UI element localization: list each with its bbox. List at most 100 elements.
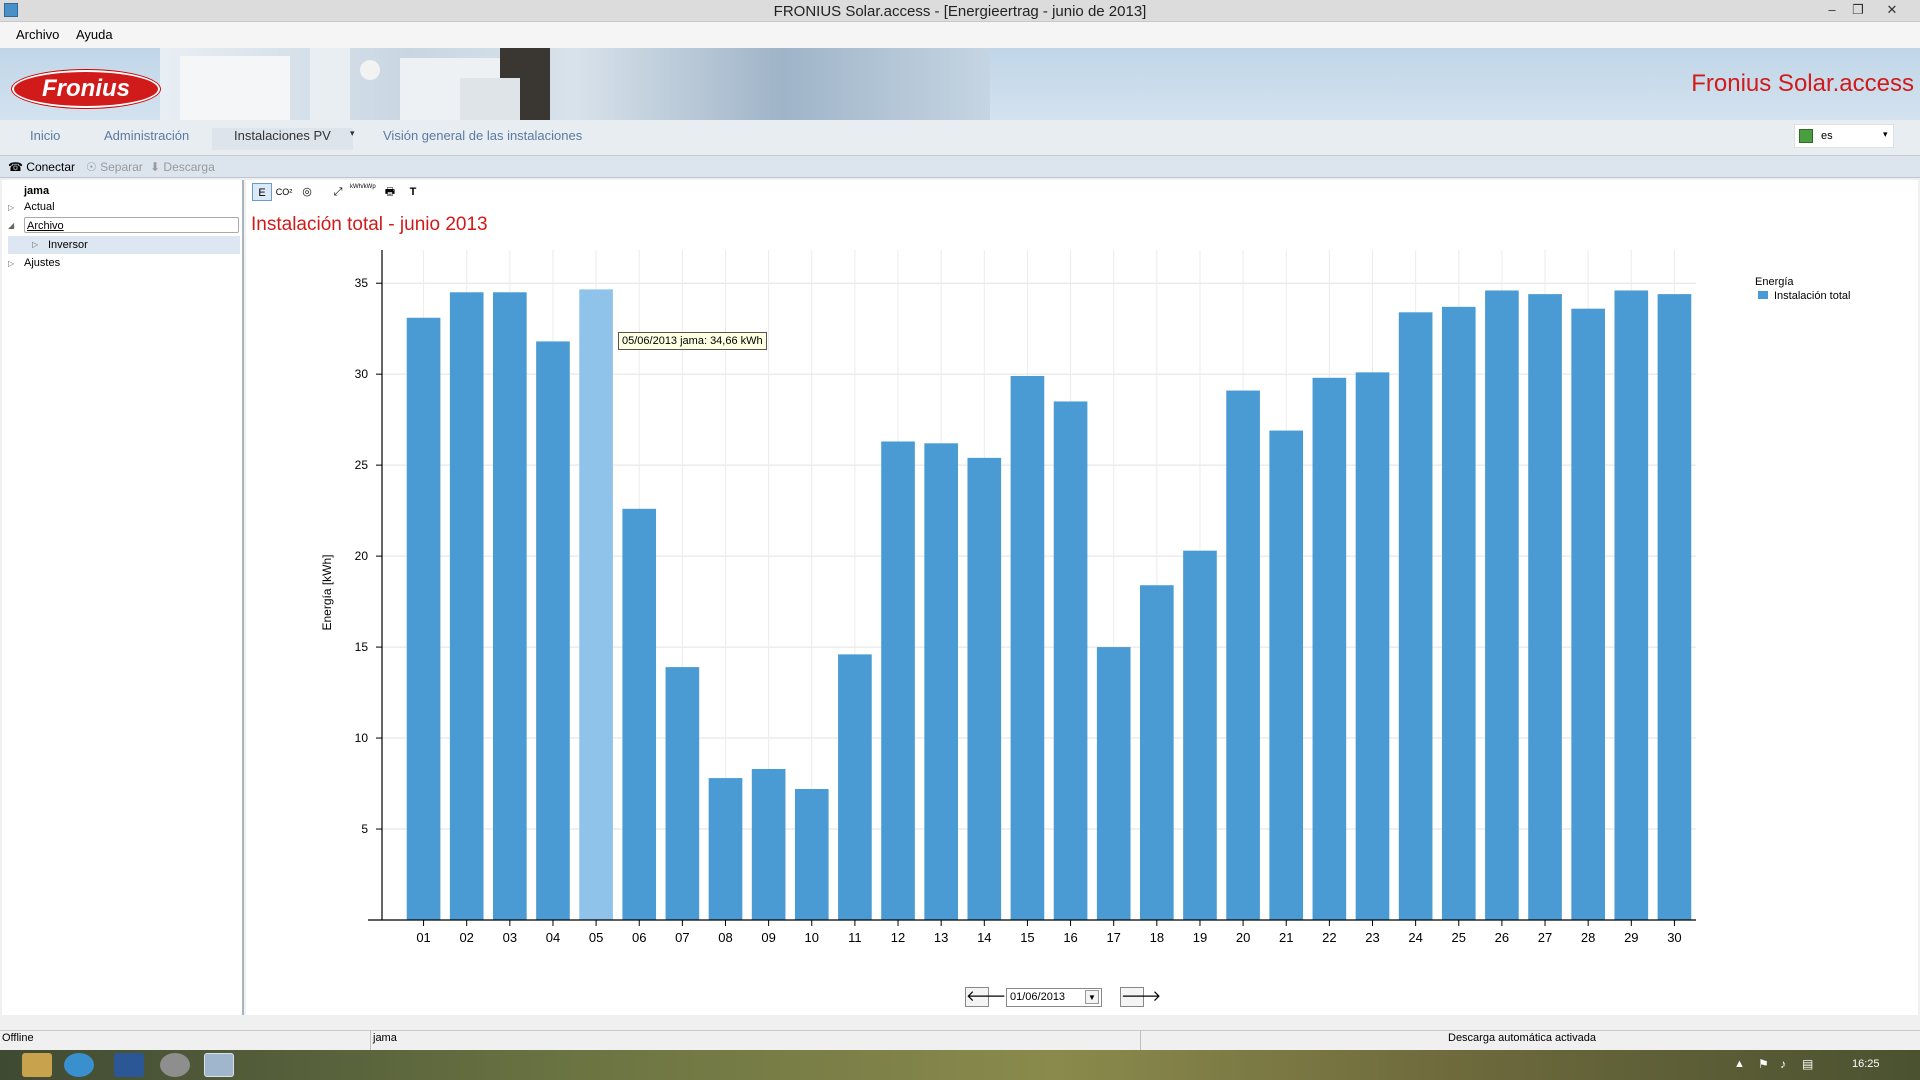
x-tick-labels: 01 02 03 04 05 06 07 08 09 10 11 12 13 14 15 16 17 18 19 20… [416,920,1682,945]
bar[interactable] [708,778,743,920]
energy-view-button[interactable]: E [252,183,272,201]
tab-dropdown-icon[interactable]: ▾ [350,128,355,138]
tab-vision-general[interactable]: Visión general de las instalaciones [383,128,583,143]
brand-title: Fronius Solar.access [1691,70,1914,97]
bar[interactable] [1485,290,1519,920]
bar[interactable] [751,768,786,920]
bar[interactable] [1528,294,1562,921]
tab-instalaciones-pv[interactable]: Instalaciones PV [212,128,353,150]
x-tick-label: 17 [1106,930,1120,945]
word-icon[interactable] [114,1053,144,1077]
expand-icon[interactable]: ▷ [8,259,15,268]
bar[interactable] [924,443,958,920]
minimize-button[interactable]: – [1828,2,1836,17]
expand-icon[interactable]: ▷ [8,203,15,212]
tab-inicio[interactable]: Inicio [30,128,61,143]
tree-item-archivo[interactable]: Archivo [24,217,239,233]
status-download: Descarga automática activada [1448,1032,1596,1044]
bar[interactable] [794,789,829,920]
legend-swatch [1758,291,1768,299]
chevron-down-icon[interactable]: ▼ [1085,990,1099,1004]
browser-icon[interactable] [64,1053,94,1077]
app-icon[interactable] [160,1053,190,1077]
window-title: FRONIUS Solar.access - [Energieertrag - … [773,3,1147,20]
bar[interactable] [1053,401,1088,920]
x-tick-label: 25 [1452,930,1466,945]
download-button[interactable]: ⬇ Descarga [150,160,215,174]
language-select[interactable]: es ▾ [1794,124,1894,148]
previous-month-button[interactable]: 🡐 [965,987,1007,1007]
bar[interactable] [1269,430,1304,920]
flag-icon[interactable]: ⚑ [1758,1057,1769,1071]
bar[interactable] [1312,377,1347,920]
volume-icon[interactable]: ♪ [1780,1057,1786,1071]
legend-entry: Instalación total [1774,290,1851,302]
bar[interactable] [1355,372,1390,920]
x-tick-label: 05 [589,930,603,945]
separate-button[interactable]: ☉ Separar [86,160,143,174]
connect-button[interactable]: ☎ Conectar [8,160,75,174]
restore-button[interactable]: ❐ [1852,2,1864,17]
x-tick-label: 08 [718,930,732,945]
bar[interactable] [493,292,527,921]
table-view-button[interactable]: T [409,186,417,198]
toolbar [0,156,1920,178]
explorer-icon[interactable] [22,1053,52,1077]
close-button[interactable]: ✕ [1886,2,1898,17]
status-plant: jama [373,1032,397,1044]
bar[interactable] [665,667,700,920]
bar[interactable] [1183,550,1217,920]
menu-ayuda[interactable]: Ayuda [76,27,113,42]
menu-archivo[interactable]: Archivo [16,27,60,42]
x-tick-label: 03 [503,930,517,945]
bar[interactable] [1398,312,1433,920]
status-connection: Offline [2,1032,34,1044]
bar[interactable] [1096,647,1131,920]
next-month-button[interactable]: 🡒 [1120,987,1162,1007]
bar[interactable] [838,654,872,920]
date-picker[interactable]: 01/06/2013 ▼ [1006,988,1102,1007]
energy-bar-chart: 01 02 03 04 05 06 07 08 09 10 11 12 13 14 15 16 17 18 19 20… [320,250,1696,945]
x-tick-label: 13 [934,930,948,945]
solar-access-taskbar-icon[interactable] [204,1053,234,1077]
x-tick-label: 11 [848,930,862,945]
bar[interactable] [1140,585,1174,920]
tray-chevron-icon[interactable]: ▲ [1734,1058,1745,1070]
expand-icon[interactable]: ▷ [32,240,39,249]
bar[interactable] [579,289,613,920]
collapse-icon[interactable]: ◢ [8,221,15,230]
bar[interactable] [1226,390,1260,920]
bar[interactable] [622,508,657,920]
expand-icon[interactable]: ⤢ [333,186,343,198]
print-icon[interactable]: 🖶 [384,186,396,198]
x-tick-label: 01 [416,930,430,945]
bar[interactable] [1571,308,1605,920]
bar[interactable] [967,457,1002,920]
x-tick-label: 18 [1150,930,1164,945]
tab-administracion[interactable]: Administración [104,128,190,143]
bar[interactable] [1441,306,1476,920]
network-icon[interactable]: ▤ [1802,1057,1814,1071]
bar[interactable] [536,341,570,920]
bar[interactable] [449,292,484,921]
chart-legend: Energía Instalación total [1755,276,1850,302]
bar[interactable] [1010,375,1045,921]
bar[interactable] [881,441,915,920]
kwh-kwp-button[interactable]: kWh/kWp [350,184,376,190]
y-tick-label: 5 [361,822,368,836]
x-tick-label: 21 [1279,930,1293,945]
bar[interactable] [1657,294,1692,921]
money-view-button[interactable]: ◎ [302,186,312,198]
clock[interactable]: 16:25 [1852,1058,1880,1070]
tree-item-ajustes[interactable]: Ajustes [24,257,61,269]
tree-item-actual[interactable]: Actual [24,201,55,213]
tree-panel: jama ▷ Actual ◢ Archivo ▷ Inversor ▷ Aju… [2,180,244,1015]
tree-root[interactable]: jama [24,185,50,197]
bar[interactable] [1614,290,1649,920]
co2-view-button[interactable]: CO² [275,187,293,197]
x-tick-label: 22 [1322,930,1336,945]
date-value: 01/06/2013 [1010,991,1066,1003]
x-tick-label: 28 [1581,930,1595,945]
bar[interactable] [406,317,441,920]
tree-item-inversor[interactable]: Inversor [48,239,88,251]
